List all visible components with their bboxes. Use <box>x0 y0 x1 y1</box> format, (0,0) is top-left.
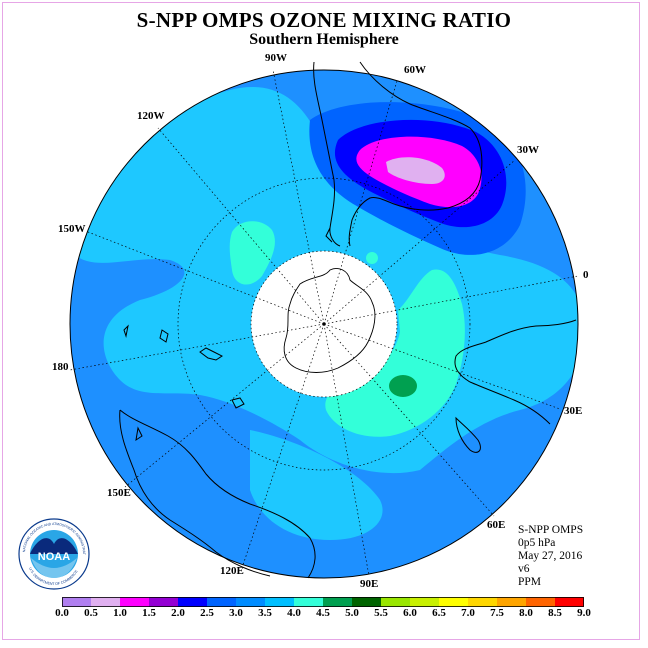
info-date: May 27, 2016 <box>518 550 583 562</box>
lon-label-150e: 150E <box>107 487 131 499</box>
colorbar-swatch <box>439 597 469 607</box>
colorbar-tick-label: 3.0 <box>229 607 243 619</box>
info-level: 0p5 hPa <box>518 537 556 549</box>
lon-label-60e: 60E <box>487 519 505 531</box>
meridian-180 <box>69 323 325 371</box>
colorbar-tick-label: 0.0 <box>55 607 69 619</box>
lon-label-0: 0 <box>583 269 589 281</box>
ozone-level-0-5 <box>386 157 445 184</box>
colorbar-tick-label: 6.5 <box>432 607 446 619</box>
info-instrument: S-NPP OMPS <box>518 524 584 536</box>
colorbar-tick-label: 1.5 <box>142 607 156 619</box>
coast-africa <box>454 319 577 425</box>
colorbar-tick-label: 7.5 <box>490 607 504 619</box>
colorbar-swatch <box>91 597 121 607</box>
info-units: PPM <box>518 576 542 588</box>
meridian-90e <box>323 323 370 577</box>
colorbar <box>62 597 584 607</box>
colorbar-border <box>62 597 584 607</box>
lon-label-30e: 30E <box>564 405 582 417</box>
colorbar-swatch <box>497 597 527 607</box>
meridian-0 <box>323 275 579 325</box>
lon-label-30w: 30W <box>517 144 539 156</box>
coast-south-america <box>313 61 341 247</box>
coast-new-zealand <box>159 329 223 361</box>
colorbar-tick-label: 7.0 <box>461 607 475 619</box>
chart-title: S-NPP OMPS OZONE MIXING RATIO <box>136 8 512 32</box>
colorbar-tick-label: 8.0 <box>519 607 533 619</box>
latitude-circle-30 <box>177 177 471 471</box>
colorbar-tick-label: 4.5 <box>316 607 330 619</box>
coast-islands-east <box>123 324 245 442</box>
coast-south-america-east <box>348 61 483 247</box>
coast-australia <box>119 409 316 579</box>
meridian-60e <box>323 323 495 517</box>
ozone-level-3-5-west <box>229 221 275 285</box>
ozone-level-3-5-spot <box>366 252 378 264</box>
colorbar-swatch <box>265 597 295 607</box>
ozone-level-4-0 <box>389 375 417 397</box>
info-version: v6 <box>518 563 530 575</box>
figure-frame <box>2 2 640 640</box>
colorbar-tick-label: 4.0 <box>287 607 301 619</box>
colorbar-swatch <box>555 597 584 607</box>
colorbar-tick-label: 3.5 <box>258 607 272 619</box>
globe-border <box>69 69 579 579</box>
coast-madagascar <box>455 416 481 453</box>
chart-subtitle: Southern Hemisphere <box>249 31 399 48</box>
meridian-120w <box>157 127 325 325</box>
lon-label-150w: 150W <box>58 223 86 235</box>
colorbar-swatch <box>526 597 556 607</box>
colorbar-tick-label: 0.5 <box>84 607 98 619</box>
lon-label-90w: 90W <box>265 52 287 64</box>
lon-label-120w: 120W <box>137 110 165 122</box>
lon-label-120e: 120E <box>220 565 244 577</box>
colorbar-tick-label: 2.5 <box>200 607 214 619</box>
ozone-level-3-0-lower <box>250 430 383 540</box>
colorbar-tick-label: 1.0 <box>113 607 127 619</box>
colorbar-swatch <box>468 597 498 607</box>
meridian-30e <box>323 323 561 410</box>
colorbar-swatch <box>149 597 179 607</box>
noaa-logo: NOAA NATIONAL OCEANIC AND ATMOSPHERIC AD… <box>18 518 90 590</box>
coast-antarctica <box>283 268 376 373</box>
colorbar-tick-label: 8.5 <box>548 607 562 619</box>
info-block: S-NPP OMPS 0p5 hPa May 27, 2016 v6 PPM <box>518 524 583 589</box>
colorbar-swatch <box>120 597 150 607</box>
graticule <box>69 69 579 577</box>
colorbar-swatch <box>62 597 92 607</box>
colorbar-swatch <box>294 597 324 607</box>
colorbar-tick-label: 9.0 <box>577 607 591 619</box>
colorbar-tick-label: 5.5 <box>374 607 388 619</box>
colorbar-tick-label: 6.0 <box>403 607 417 619</box>
colorbar-swatch <box>236 597 266 607</box>
noaa-logo-text: NOAA <box>38 551 70 563</box>
south-pole-dot <box>322 322 326 326</box>
colorbar-swatch <box>381 597 411 607</box>
latitude-circle-60 <box>250 250 398 398</box>
lon-label-60w: 60W <box>404 64 426 76</box>
colorbar-swatch <box>323 597 353 607</box>
colorbar-swatch <box>410 597 440 607</box>
colorbar-tick-label: 5.0 <box>345 607 359 619</box>
colorbar-tick-label: 2.0 <box>171 607 185 619</box>
lon-label-90e: 90E <box>360 578 378 590</box>
ozone-level-3-5-east <box>325 269 465 437</box>
coastlines <box>119 61 577 579</box>
colorbar-swatch <box>178 597 208 607</box>
colorbar-swatch <box>352 597 382 607</box>
meridian-150e <box>124 323 325 488</box>
lon-label-180: 180 <box>52 361 69 373</box>
colorbar-swatch <box>207 597 237 607</box>
